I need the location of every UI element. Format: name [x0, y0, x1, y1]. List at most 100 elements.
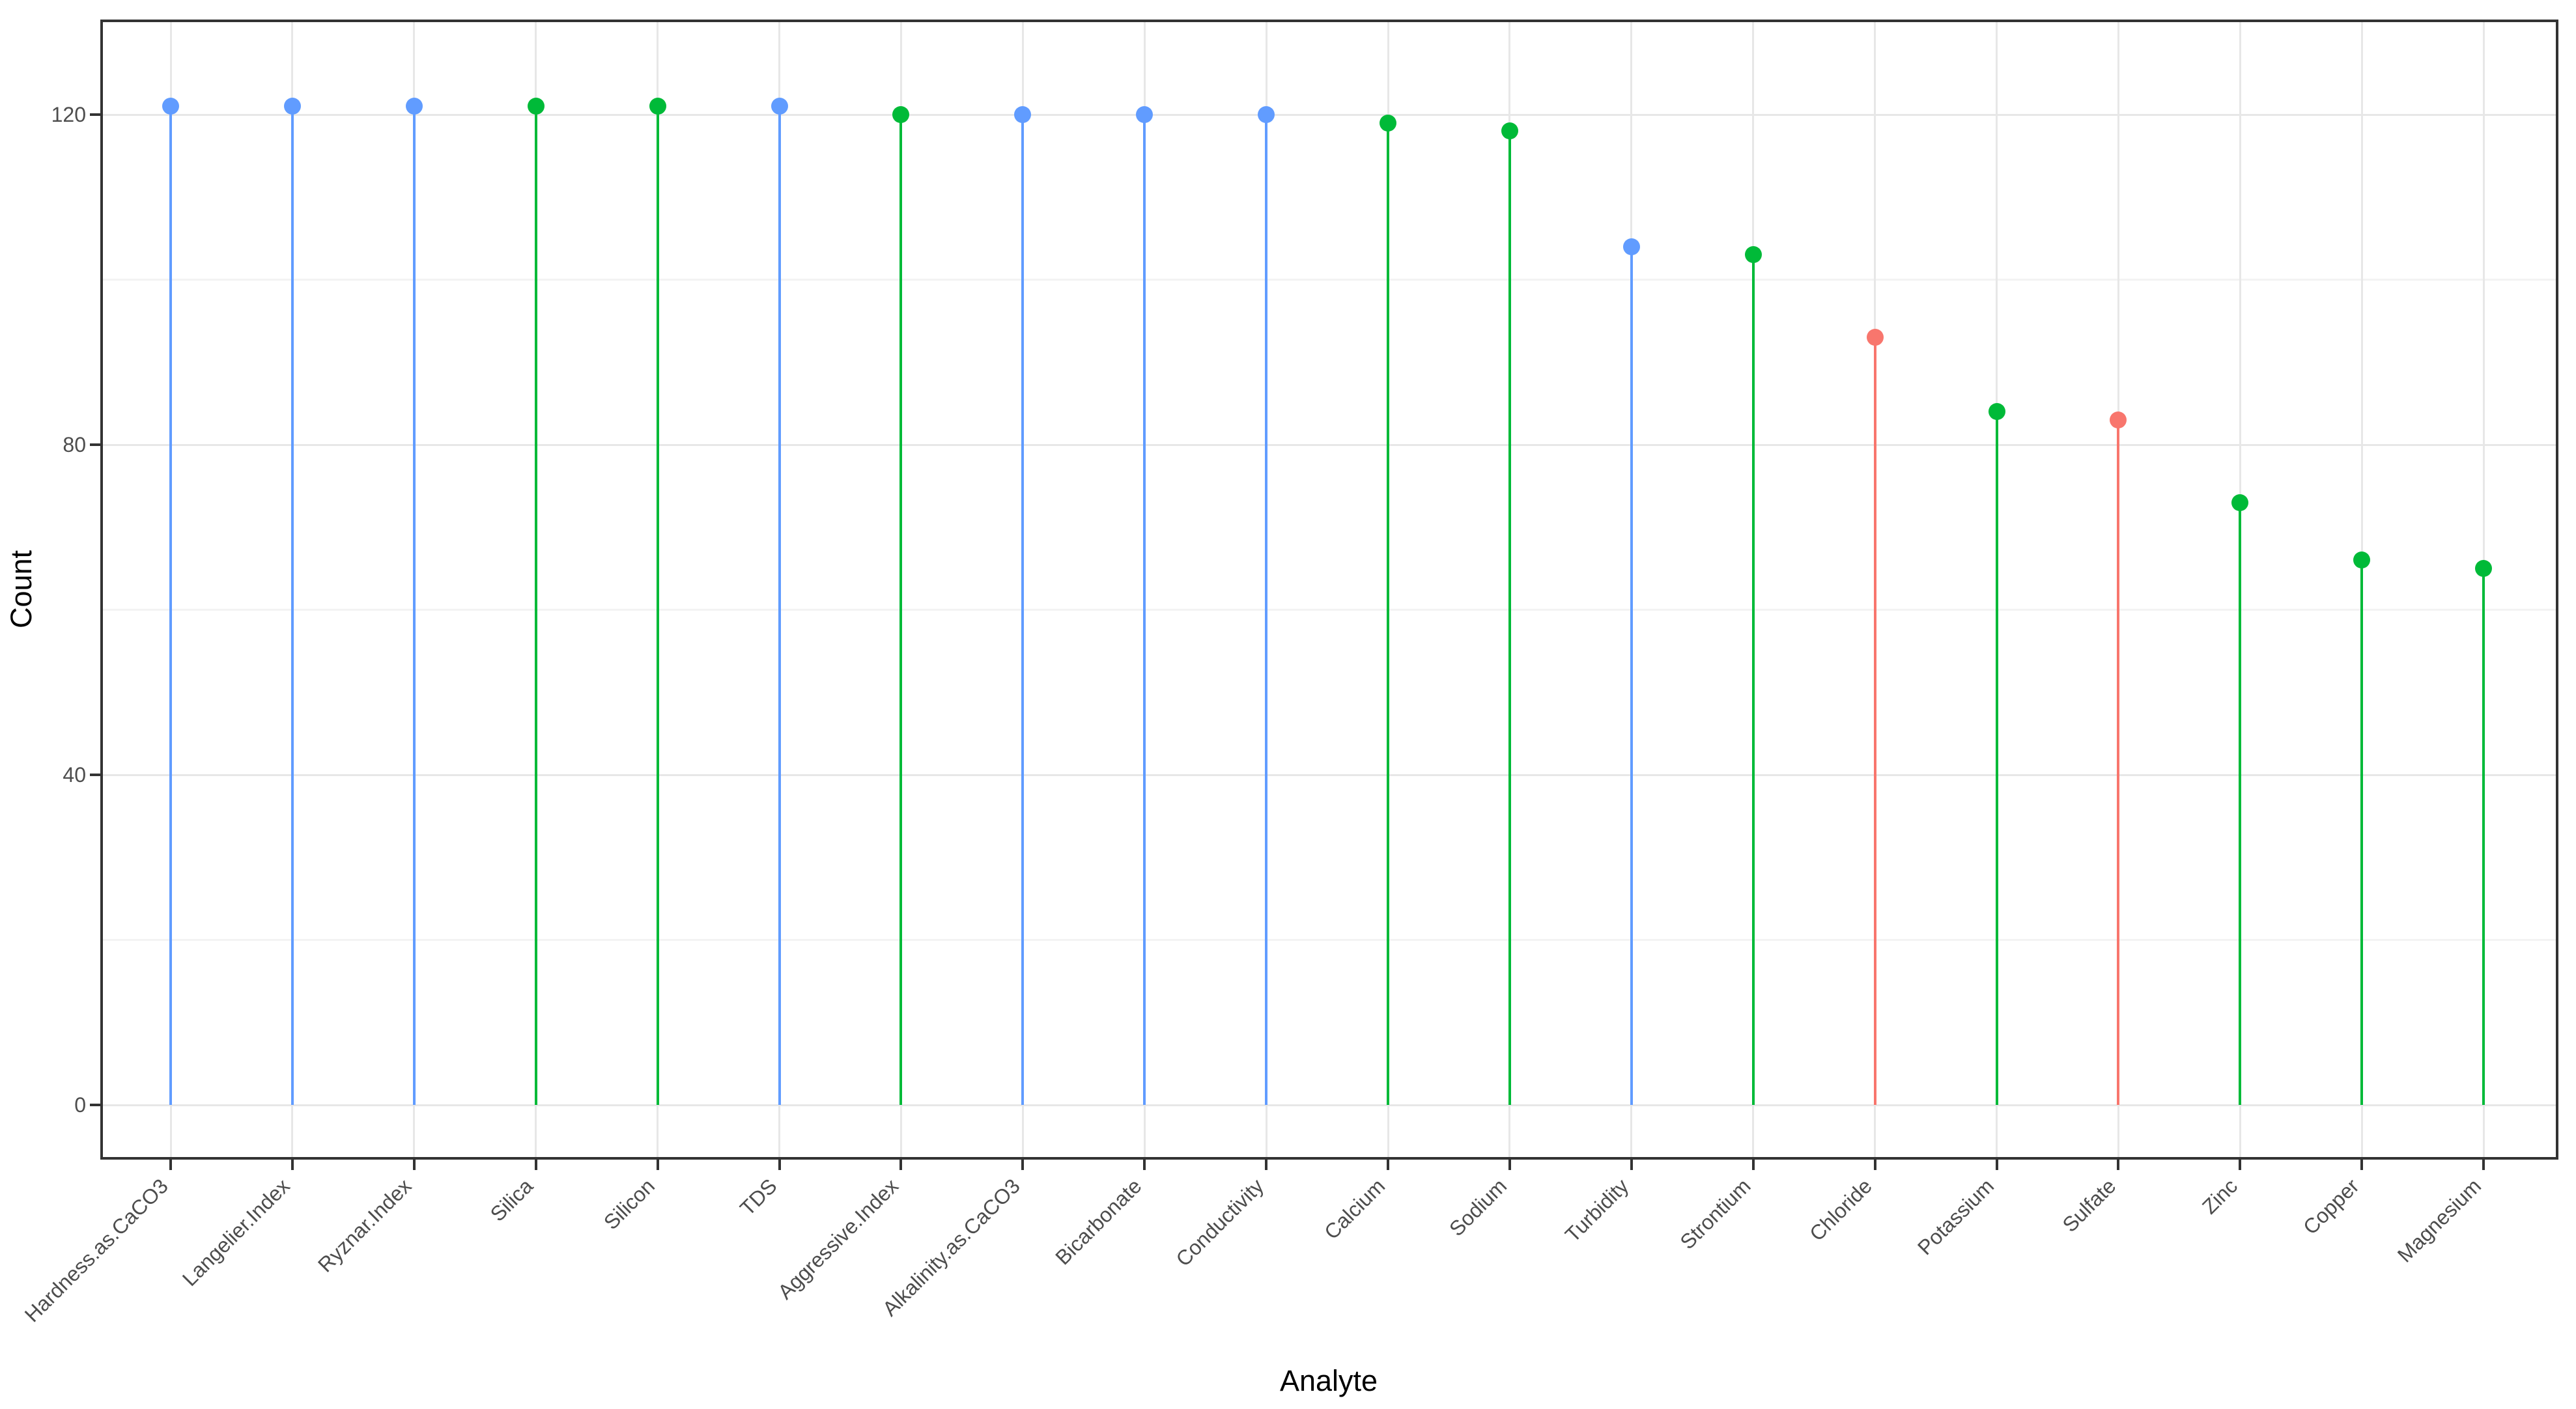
y-axis-title: Count [5, 550, 38, 629]
lollipop-stem [1021, 115, 1025, 1105]
x-tick-label: Aggressive.Index [773, 1174, 903, 1304]
y-minor-gridline [103, 279, 2556, 281]
x-tick-label: Copper [2299, 1174, 2364, 1239]
x-tick-label: Turbidity [1561, 1174, 1634, 1247]
x-tick-mark [778, 1160, 781, 1170]
x-tick-label: Langelier.Index [177, 1174, 294, 1291]
data-point [405, 98, 423, 115]
y-tick-mark [90, 113, 100, 116]
lollipop-stem [1630, 246, 1633, 1105]
x-tick-label: Sodium [1445, 1174, 1512, 1241]
lollipop-stem [2117, 419, 2120, 1105]
y-minor-gridline [103, 939, 2556, 941]
x-tick-mark [2360, 1160, 2364, 1170]
lollipop-stem [2239, 502, 2242, 1105]
x-tick-mark [656, 1160, 659, 1170]
data-point [1866, 329, 1884, 346]
data-point [2475, 560, 2493, 578]
x-tick-label: Calcium [1320, 1174, 1390, 1244]
x-tick-label: Chloride [1805, 1174, 1877, 1246]
x-tick-mark [1751, 1160, 1755, 1170]
data-point [283, 98, 301, 115]
y-tick-label: 40 [63, 763, 86, 787]
x-tick-label: Hardness.as.CaCO3 [20, 1174, 173, 1327]
lollipop-stem [1995, 412, 1998, 1105]
y-major-gridline [103, 1104, 2556, 1106]
x-tick-label: Sulfate [2058, 1174, 2121, 1237]
x-tick-label: TDS [735, 1174, 782, 1220]
x-tick-label: Bicarbonate [1051, 1174, 1146, 1270]
x-tick-label: Alkalinity.as.CaCO3 [878, 1174, 1025, 1321]
data-point [1380, 114, 1396, 132]
data-point [2231, 494, 2249, 511]
x-tick-mark [1995, 1160, 1998, 1170]
lollipop-stem [778, 106, 781, 1105]
data-point [1014, 106, 1032, 123]
x-tick-label: Silica [485, 1174, 538, 1226]
x-tick-mark [1630, 1160, 1633, 1170]
data-point [1258, 106, 1275, 123]
y-major-gridline [103, 113, 2556, 116]
data-point [1988, 403, 2005, 421]
data-point [162, 98, 179, 115]
plot-panel [103, 22, 2556, 1157]
lollipop-stem [1751, 255, 1755, 1105]
lollipop-stem [534, 106, 537, 1105]
lollipop-stem [169, 106, 172, 1105]
data-point [771, 98, 788, 115]
x-tick-mark [2239, 1160, 2242, 1170]
x-tick-mark [1143, 1160, 1146, 1170]
x-tick-label: Potassium [1913, 1174, 1999, 1260]
lollipop-stem [1387, 122, 1389, 1105]
y-tick-label: 120 [51, 103, 86, 126]
lollipop-stem [899, 115, 903, 1105]
x-tick-mark [1387, 1160, 1389, 1170]
lollipop-stem [290, 106, 294, 1105]
x-tick-label: Zinc [2197, 1174, 2243, 1219]
lollipop-stem [2360, 560, 2364, 1105]
lollipop-stem [1265, 115, 1268, 1105]
data-point [1136, 106, 1154, 123]
x-tick-mark [899, 1160, 903, 1170]
x-axis-title: Analyte [1279, 1364, 1378, 1397]
x-tick-mark [1873, 1160, 1876, 1170]
lollipop-stem [1143, 115, 1146, 1105]
data-point [1744, 246, 1762, 264]
data-point [2110, 411, 2127, 428]
lollipop-stem [1873, 337, 1876, 1105]
x-tick-label: Ryznar.Index [313, 1174, 416, 1277]
data-point [2353, 551, 2371, 569]
x-tick-mark [534, 1160, 537, 1170]
y-minor-gridline [103, 609, 2556, 611]
x-tick-mark [169, 1160, 172, 1170]
x-tick-mark [412, 1160, 416, 1170]
lollipop-stem [412, 106, 416, 1105]
x-tick-mark [290, 1160, 294, 1170]
y-major-gridline [103, 774, 2556, 776]
x-tick-label: Magnesium [2392, 1174, 2485, 1267]
x-tick-mark [2482, 1160, 2485, 1170]
x-tick-mark [1021, 1160, 1025, 1170]
x-tick-mark [1508, 1160, 1511, 1170]
data-point [892, 106, 910, 123]
lollipop-stem [656, 106, 659, 1105]
x-tick-label: Strontium [1675, 1174, 1755, 1254]
y-tick-label: 80 [63, 433, 86, 456]
x-tick-label: Conductivity [1171, 1174, 1268, 1271]
x-tick-mark [2117, 1160, 2120, 1170]
y-tick-mark [90, 1104, 100, 1106]
lollipop-stem [2482, 568, 2485, 1105]
data-point [649, 98, 666, 115]
x-tick-mark [1265, 1160, 1268, 1170]
y-tick-mark [90, 774, 100, 776]
data-point [1622, 238, 1640, 255]
x-tick-label: Silicon [599, 1174, 660, 1235]
y-tick-label: 0 [74, 1093, 86, 1117]
y-major-gridline [103, 443, 2556, 446]
data-point [1501, 122, 1518, 140]
y-tick-mark [90, 443, 100, 446]
data-point [527, 98, 545, 115]
lollipop-stem [1508, 131, 1511, 1105]
